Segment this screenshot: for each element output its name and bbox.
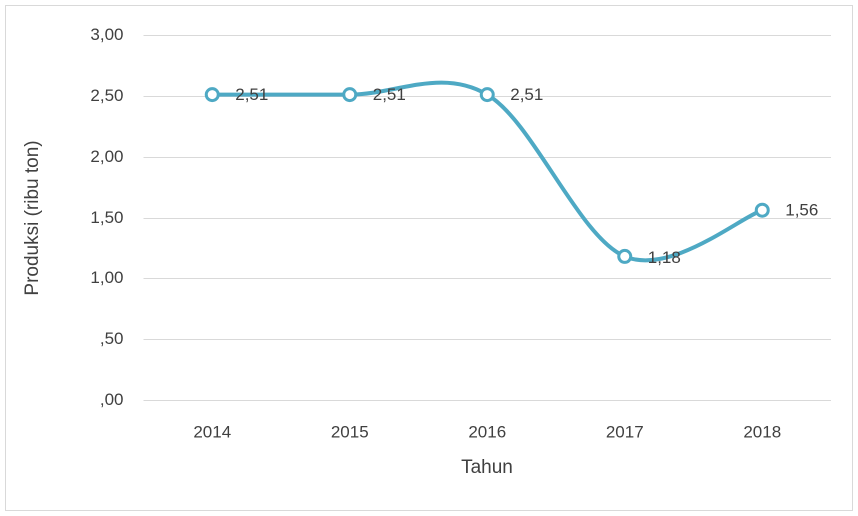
- data-label: 2,51: [235, 85, 268, 104]
- x-axis-title: Tahun: [461, 457, 513, 478]
- y-axis-title: Produksi (ribu ton): [22, 140, 43, 295]
- marker: [479, 87, 495, 103]
- data-label: 2,51: [510, 85, 543, 104]
- line: [210, 80, 765, 263]
- marker: [342, 87, 358, 103]
- data-label: 1,18: [648, 248, 681, 267]
- marker: [617, 248, 633, 264]
- y-tick-label: 1,00: [90, 268, 123, 287]
- marker: [754, 202, 770, 218]
- x-tick-label: 2017: [606, 422, 644, 441]
- marker: [204, 87, 220, 103]
- y-tick-label: 1,50: [90, 208, 123, 227]
- x-tick-label: 2015: [331, 422, 369, 441]
- x-tick-label: 2018: [743, 422, 781, 441]
- y-tick-label: 2,00: [90, 147, 123, 166]
- data-label: 2,51: [373, 85, 406, 104]
- y-tick-label: 2,50: [90, 86, 123, 105]
- y-tick-label: ,00: [100, 390, 124, 409]
- y-tick-label: 3,00: [90, 25, 123, 44]
- chart-border: [5, 5, 853, 511]
- x-tick-label: 2014: [193, 422, 231, 441]
- y-tick-label: ,50: [100, 329, 124, 348]
- x-tick-label: 2016: [468, 422, 506, 441]
- data-label: 1,56: [785, 201, 818, 220]
